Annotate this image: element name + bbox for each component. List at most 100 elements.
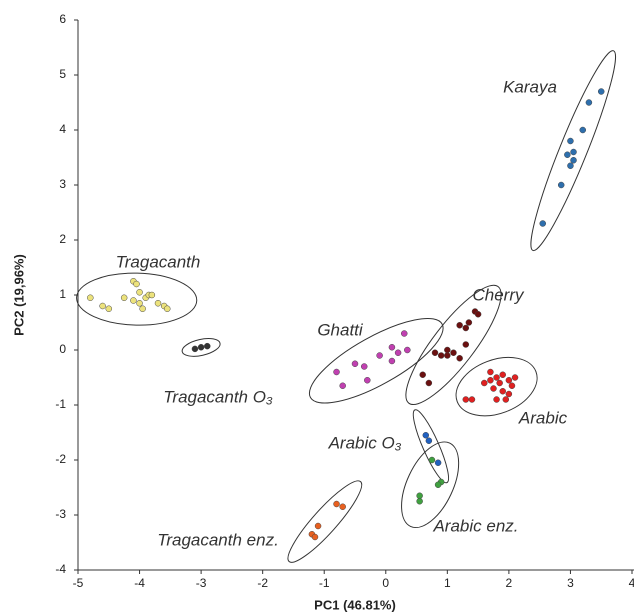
point — [133, 280, 140, 288]
group-label: Tragacanth — [116, 252, 201, 271]
point — [557, 181, 565, 189]
point — [394, 349, 402, 356]
point — [511, 374, 519, 381]
point — [130, 297, 137, 304]
point — [339, 503, 346, 510]
point — [456, 355, 463, 362]
point — [462, 396, 470, 403]
x-axis-label: PC1 (46.81%) — [314, 597, 396, 612]
point — [404, 346, 411, 354]
point — [400, 330, 408, 337]
point — [422, 432, 430, 439]
point — [416, 498, 423, 505]
point — [508, 382, 516, 389]
point — [425, 437, 433, 444]
y-tick-label: 6 — [59, 12, 66, 26]
point — [364, 377, 371, 384]
point — [499, 371, 506, 378]
point — [99, 302, 106, 310]
y-tick-label: -2 — [55, 452, 66, 466]
group-label: Tragacanth O₃ — [163, 387, 273, 406]
y-tick-label: -3 — [55, 507, 66, 521]
point — [487, 377, 494, 384]
point — [579, 126, 587, 134]
point — [444, 346, 451, 354]
point — [311, 533, 319, 541]
x-tick-label: 4 — [629, 576, 634, 590]
point — [434, 481, 442, 488]
point — [388, 344, 396, 351]
point — [388, 357, 396, 365]
x-tick-label: -5 — [73, 576, 84, 590]
y-tick-label: 3 — [59, 177, 66, 191]
point — [136, 300, 143, 307]
point — [360, 363, 368, 370]
x-tick-label: -2 — [257, 576, 268, 590]
point — [539, 220, 546, 227]
point — [376, 352, 383, 359]
point — [197, 344, 205, 351]
point — [490, 385, 497, 392]
point — [462, 324, 470, 332]
point — [139, 305, 146, 312]
point — [154, 300, 162, 307]
point — [105, 305, 113, 312]
point — [487, 368, 494, 376]
x-tick-label: 2 — [506, 576, 513, 590]
group-label: Cherry — [472, 285, 525, 304]
y-tick-label: -1 — [55, 397, 66, 411]
point — [339, 382, 346, 389]
point — [474, 311, 482, 318]
point — [136, 289, 143, 296]
point — [444, 352, 451, 359]
point — [496, 379, 503, 387]
group-ellipse — [412, 409, 450, 484]
point — [333, 368, 340, 376]
point — [493, 374, 500, 381]
point — [499, 388, 506, 395]
point — [456, 322, 463, 329]
point — [333, 500, 340, 508]
group-label: Arabic enz. — [432, 516, 518, 535]
point — [419, 371, 426, 378]
x-tick-label: -1 — [319, 576, 330, 590]
x-tick-label: -4 — [134, 576, 145, 590]
point — [428, 456, 436, 464]
point — [351, 360, 359, 367]
y-axis-label: PC2 (19,96%) — [11, 254, 26, 336]
y-tick-label: 4 — [59, 122, 66, 136]
group-ellipse — [287, 480, 363, 563]
point — [570, 157, 577, 164]
group-ellipse — [455, 356, 538, 417]
group-ellipse — [401, 441, 460, 529]
point — [505, 390, 513, 398]
point — [120, 294, 128, 301]
point — [434, 459, 442, 466]
point — [416, 492, 423, 499]
point — [585, 99, 593, 106]
point — [570, 148, 577, 156]
point — [564, 151, 571, 158]
x-tick-label: -3 — [196, 576, 207, 590]
x-tick-label: 0 — [382, 576, 389, 590]
point — [505, 377, 513, 384]
point — [191, 345, 199, 353]
point — [567, 137, 574, 145]
point — [493, 396, 500, 403]
y-tick-label: -4 — [55, 562, 66, 576]
group-label: Ghatti — [317, 320, 364, 339]
point — [148, 291, 156, 299]
group-label: Arabic — [518, 408, 568, 427]
point — [567, 162, 574, 169]
group-label: Arabic O₃ — [328, 433, 402, 452]
point — [431, 349, 439, 356]
group-ellipse — [181, 338, 221, 357]
point — [462, 341, 470, 348]
point — [164, 305, 171, 312]
x-tick-label: 3 — [567, 576, 574, 590]
point — [465, 319, 473, 326]
group-label: Karaya — [503, 77, 557, 96]
point — [481, 379, 488, 387]
